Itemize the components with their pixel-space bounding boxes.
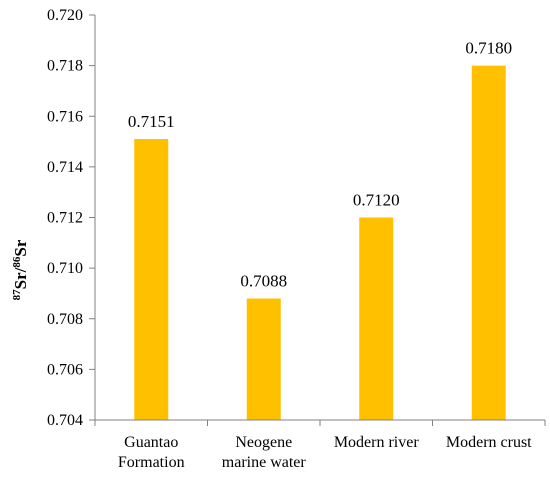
y-tick-label: 0.712 <box>47 210 83 227</box>
x-tick-label: Modern river <box>334 434 420 451</box>
x-tick-label-line: Neogene <box>235 434 292 451</box>
bar <box>246 298 281 420</box>
x-tick-label: Neogene marine water <box>222 434 307 471</box>
y-axis-title: 87Sr/86Sr <box>11 239 30 300</box>
data-label: 0.7088 <box>240 272 287 291</box>
y-tick-label: 0.714 <box>47 159 83 176</box>
bar <box>359 217 394 420</box>
y-tick-label: 0.708 <box>47 311 83 328</box>
y-tick-label: 0.710 <box>47 260 83 277</box>
y-tick-label: 0.718 <box>47 58 83 75</box>
y-axis-title-sup2: 86 <box>11 256 23 268</box>
y-tick-label: 0.720 <box>47 7 83 24</box>
y-axis-title-base2: Sr <box>11 239 30 256</box>
x-tick-label-line: marine water <box>222 454 307 471</box>
bars <box>134 65 506 420</box>
x-axis: Guantao Formation Neogene marine water Moder… <box>94 419 546 471</box>
y-tick-label: 0.716 <box>47 108 83 125</box>
data-label: 0.7180 <box>465 39 512 58</box>
y-axis-title-sup1: 87 <box>11 289 23 301</box>
x-tick-label: Modern crust <box>446 434 532 451</box>
data-labels: 0.7151 0.7088 0.7120 0.7180 <box>128 39 512 291</box>
data-label: 0.7120 <box>353 191 400 210</box>
x-tick-label-line: Modern crust <box>446 434 532 451</box>
y-axis: 0.704 0.706 0.708 0.710 0.712 0.714 0.716 0.718… <box>47 7 96 429</box>
bar <box>134 139 169 420</box>
x-tick-label-line: Guantao <box>124 434 178 451</box>
x-tick-label: Guantao Formation <box>118 434 185 471</box>
bar <box>471 65 506 420</box>
x-tick-label-line: Modern river <box>334 434 420 451</box>
y-tick-label: 0.704 <box>47 412 83 429</box>
data-label: 0.7151 <box>128 112 175 131</box>
y-tick-label: 0.706 <box>47 361 83 378</box>
svg-text:87Sr/86Sr: 87Sr/86Sr <box>11 239 30 300</box>
y-axis-title-base1: Sr/ <box>11 267 30 289</box>
x-tick-label-line: Formation <box>118 454 185 471</box>
